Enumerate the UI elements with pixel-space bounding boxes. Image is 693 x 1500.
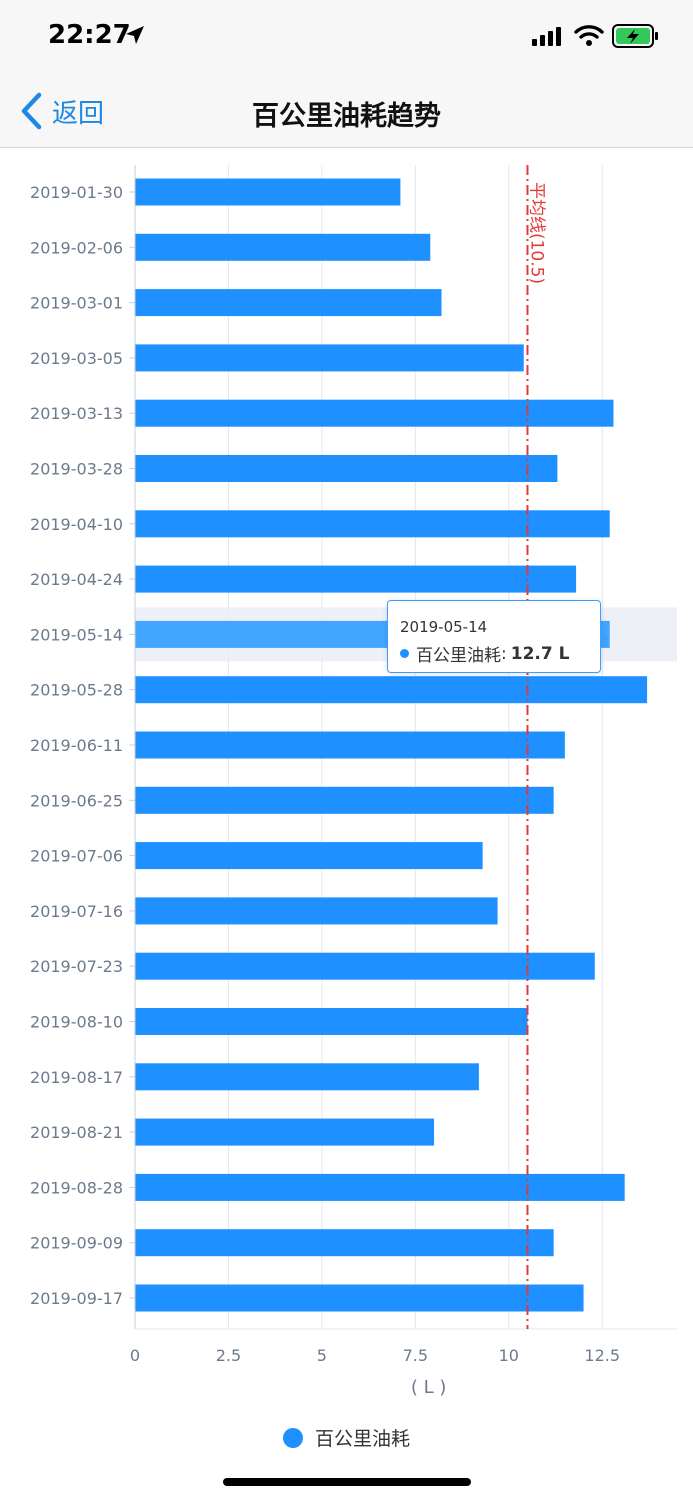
chart-tooltip: 2019-05-14 百公里油耗: 12.7 L xyxy=(387,600,609,673)
y-tick-label: 2019-08-17 xyxy=(30,1068,123,1087)
bars xyxy=(135,178,648,1312)
bar[interactable] xyxy=(135,399,614,427)
legend-dot xyxy=(283,1427,303,1448)
bar[interactable] xyxy=(135,178,401,206)
y-tick-label: 2019-03-01 xyxy=(30,294,123,313)
bar[interactable] xyxy=(135,1008,528,1035)
chevron-left-icon xyxy=(21,92,42,130)
y-tick-label: 2019-03-13 xyxy=(30,404,123,423)
y-tick-label: 2019-09-17 xyxy=(30,1289,123,1308)
y-tick-label: 2019-03-28 xyxy=(30,460,123,479)
tooltip-row: 百公里油耗: 12.7 L xyxy=(400,641,588,666)
y-tick-label: 2019-08-21 xyxy=(30,1123,123,1142)
battery-charging-icon xyxy=(612,24,658,48)
x-tick-label: 2.5 xyxy=(216,1346,241,1365)
location-arrow-icon xyxy=(126,26,144,44)
tooltip-series-dot xyxy=(400,649,409,658)
back-label: 返回 xyxy=(52,98,105,129)
x-axis-ticks: 0 2.5 5 7.5 10 12.5 xyxy=(130,1346,620,1365)
y-tick-label: 2019-02-06 xyxy=(30,238,123,257)
page-title: 百公里油耗趋势 xyxy=(252,101,441,132)
y-tick-label: 2019-06-11 xyxy=(30,736,123,755)
chart-legend[interactable]: 百公里油耗 xyxy=(283,1424,410,1451)
bar[interactable] xyxy=(135,1063,479,1091)
bar[interactable] xyxy=(135,510,610,538)
status-bar: 22:27 xyxy=(0,0,693,74)
y-tick-label: 2019-07-16 xyxy=(30,902,123,921)
x-tick-label: 12.5 xyxy=(584,1346,620,1365)
y-axis-ticks: 2019-01-30 2019-02-06 2019-03-01 2019-03-05… xyxy=(30,183,135,1308)
status-time: 22:27 xyxy=(48,20,131,50)
bar[interactable] xyxy=(135,233,431,261)
y-tick-label: 2019-07-06 xyxy=(30,847,123,866)
fuel-consumption-chart: 2019-01-30 2019-02-06 2019-03-01 2019-03-05… xyxy=(30,165,677,1398)
average-line-label: 平均线(10.5) xyxy=(526,182,546,284)
bar[interactable] xyxy=(135,344,524,372)
x-tick-label: 0 xyxy=(130,1346,140,1365)
y-tick-label: 2019-07-23 xyxy=(30,957,123,976)
y-tick-label: 2019-08-10 xyxy=(30,1013,123,1032)
bar[interactable] xyxy=(135,842,483,870)
tooltip-series-name: 百公里油耗 xyxy=(416,646,501,666)
bar[interactable] xyxy=(135,1118,435,1146)
x-axis-label: ( L ) xyxy=(411,1377,447,1398)
y-tick-label: 2019-06-25 xyxy=(30,791,123,810)
back-button[interactable]: 返回 xyxy=(18,90,104,132)
bar[interactable] xyxy=(135,786,554,814)
x-tick-label: 5 xyxy=(317,1346,327,1365)
y-tick-label: 2019-04-24 xyxy=(30,570,123,589)
bar[interactable] xyxy=(135,1173,625,1201)
y-tick-label: 2019-08-28 xyxy=(30,1178,123,1197)
bar[interactable] xyxy=(135,455,558,482)
y-tick-label: 2019-04-10 xyxy=(30,515,123,534)
bar[interactable] xyxy=(135,897,498,925)
bar[interactable] xyxy=(135,1284,584,1312)
bar[interactable] xyxy=(135,1229,554,1257)
tooltip-date: 2019-05-14 xyxy=(400,618,488,636)
bar[interactable] xyxy=(135,289,442,317)
bar[interactable] xyxy=(135,952,595,980)
y-tick-label: 2019-03-05 xyxy=(30,349,123,368)
bar[interactable] xyxy=(135,731,565,759)
bar[interactable] xyxy=(135,676,648,704)
y-tick-label: 2019-01-30 xyxy=(30,183,123,202)
home-indicator xyxy=(223,1478,471,1486)
legend-label: 百公里油耗 xyxy=(315,1428,411,1450)
wifi-icon xyxy=(574,25,604,46)
signal-icon xyxy=(532,27,561,46)
y-tick-label: 2019-05-14 xyxy=(30,625,123,644)
x-tick-label: 10 xyxy=(499,1346,519,1365)
x-tick-label: 7.5 xyxy=(403,1346,428,1365)
nav-bar: 返回 百公里油耗趋势 xyxy=(0,74,693,148)
tooltip-value: 12.7 L xyxy=(510,643,570,664)
y-tick-label: 2019-05-28 xyxy=(30,681,123,700)
bar[interactable] xyxy=(135,565,577,593)
y-tick-label: 2019-09-09 xyxy=(30,1234,123,1253)
